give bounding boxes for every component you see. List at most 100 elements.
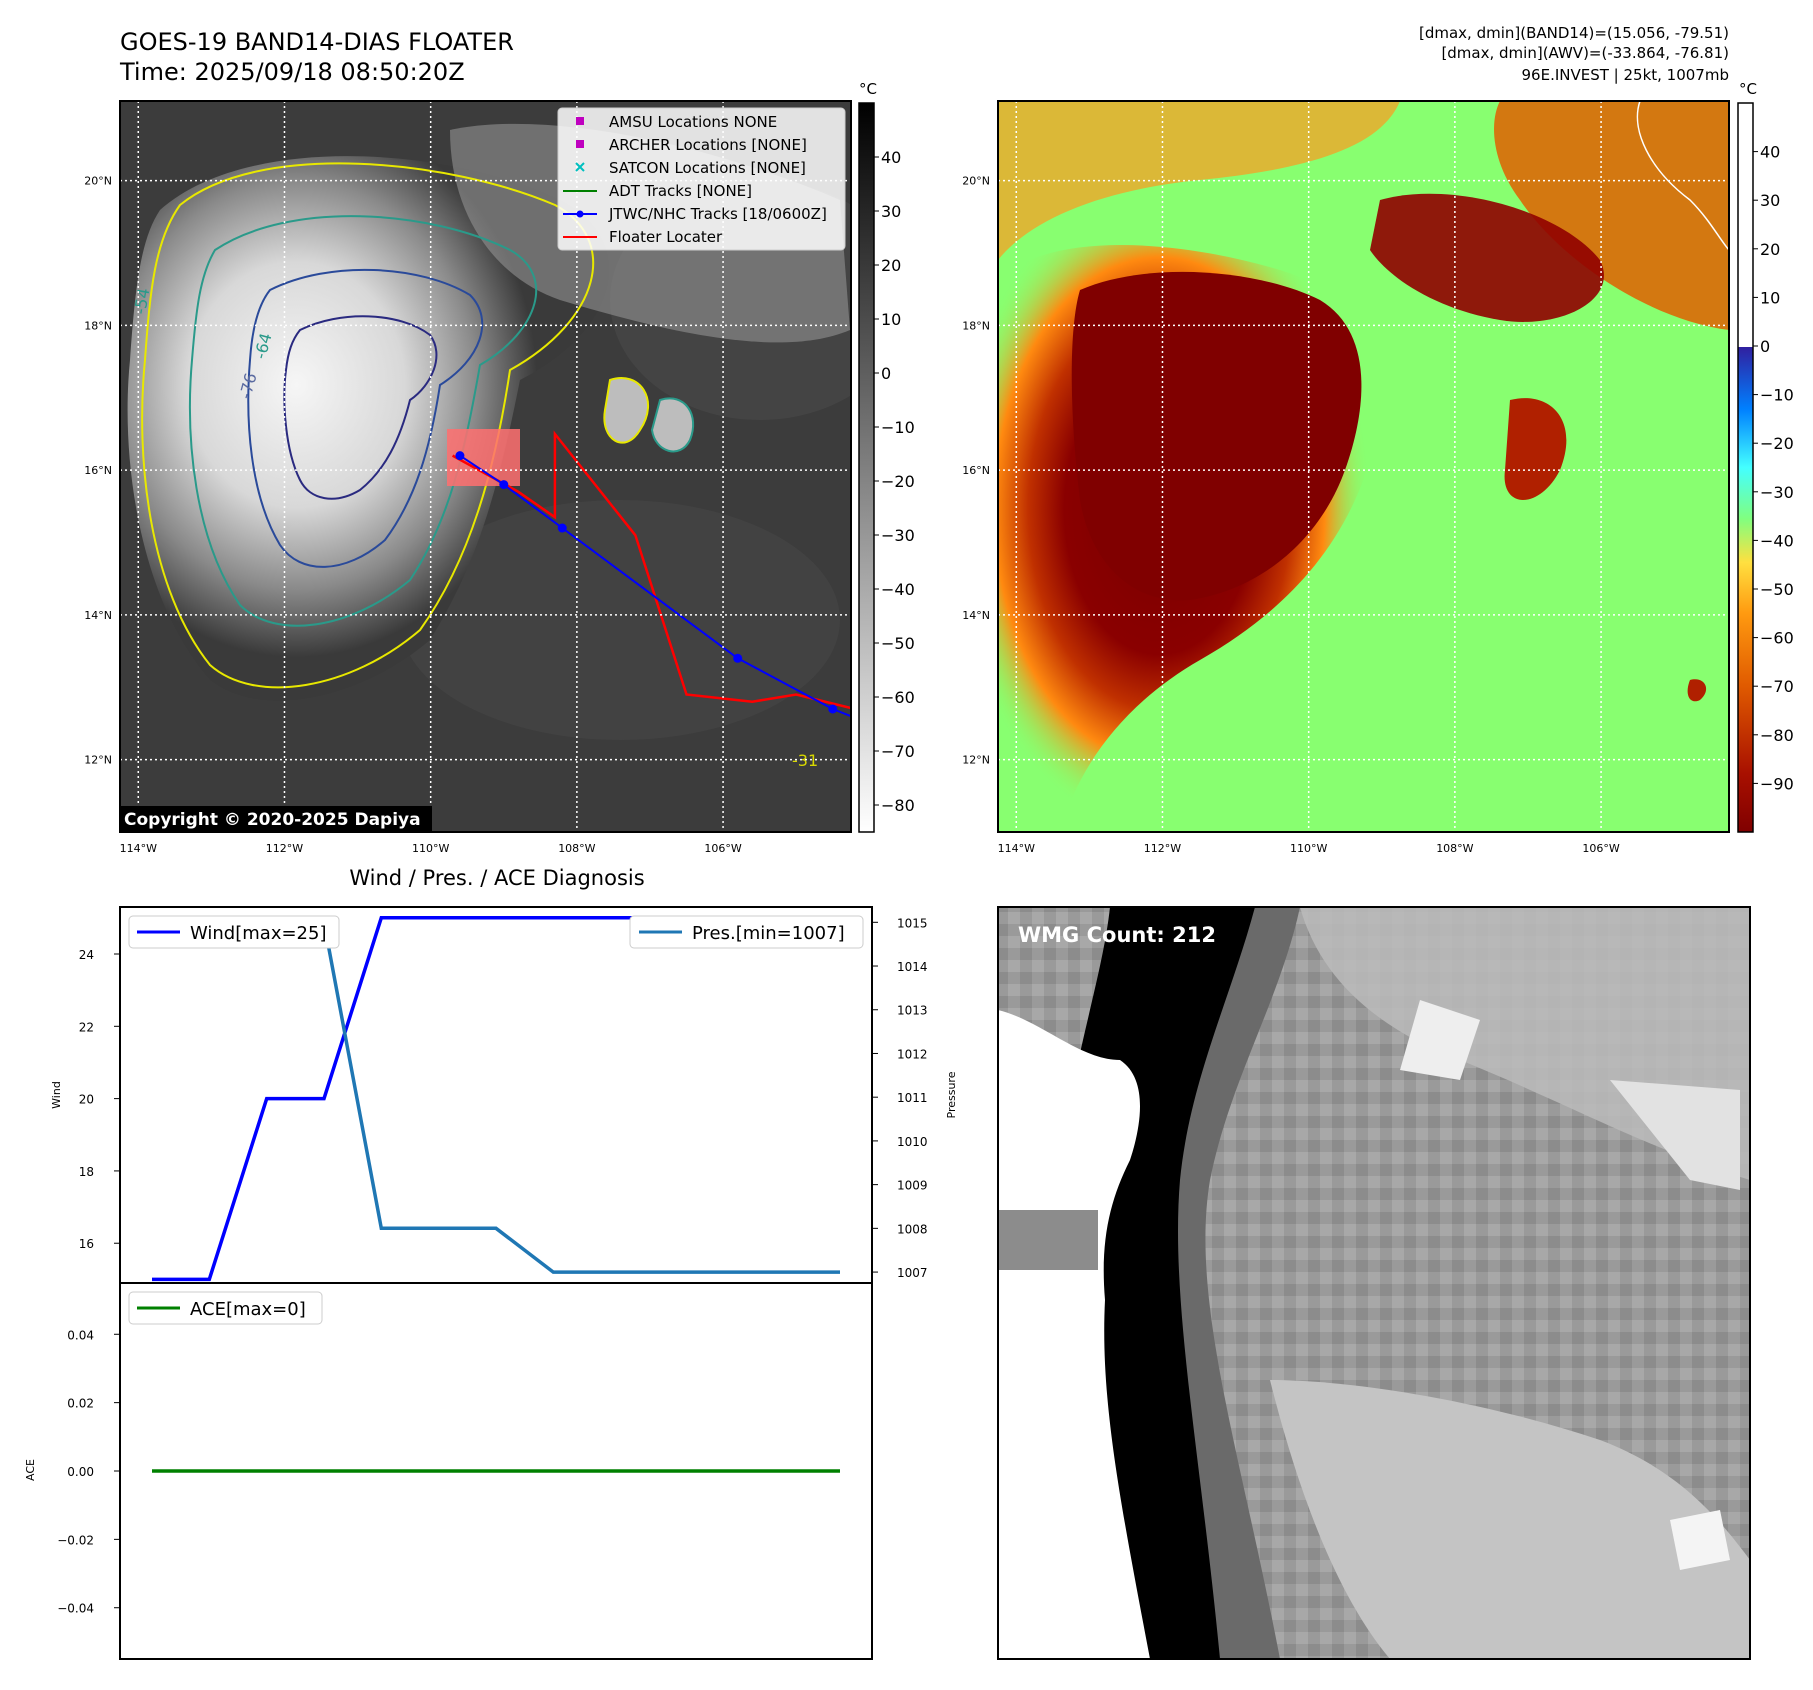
legend-label: ARCHER Locations [NONE] [609,136,807,154]
ace-tick-label: 0.04 [67,1328,94,1342]
colorbar-tick-label: 10 [881,310,901,329]
figure-title: GOES-19 BAND14-DIAS FLOATER [120,28,514,56]
wmg-region [998,1010,1150,1659]
ir-frame [119,100,852,833]
colorbar-tick-label: −20 [1760,434,1794,453]
lat-tick-label: 18°N [962,319,990,332]
lon-tick-label: 112°W [1144,842,1181,855]
colorbar-tick-label: 30 [1760,191,1780,210]
legend-swatch [576,140,584,148]
pressure-tick-label: 1008 [897,1222,928,1236]
ace-chart: 0.04 0.02 0.00 −0.02 −0.04 ACE ACE[max=0] [24,1282,873,1660]
lon-tick-label: 114°W [998,842,1035,855]
coastline [1636,101,1729,251]
colorbar-tick-label: −90 [1760,774,1794,793]
ace-legend-box [128,1291,323,1325]
wmg-cell [1670,1510,1730,1570]
wv-moist-region [998,101,1400,260]
ace-axis-ticks: 0.04 0.02 0.00 −0.02 −0.04 [57,1328,120,1616]
storm-info: 96E.INVEST | 25kt, 1007mb [1522,66,1730,84]
wmg-count: WMG Count: 212 [1018,923,1216,947]
wmg-cell [1610,1080,1740,1190]
jtwc-track-point [733,653,743,663]
ace-legend: ACE[max=0] [128,1291,323,1325]
pressure-tick-label: 1013 [897,1004,928,1018]
legend-swatch [576,117,584,125]
colorbar-tick-label: −80 [1760,726,1794,745]
legend-label: AMSU Locations NONE [609,113,777,131]
ir-storm-cloud [127,156,610,701]
contour-label: -31 [792,751,818,770]
wind-tick-label: 24 [79,948,94,962]
colorbar-tick-label: −50 [1760,580,1794,599]
wmg-frame [997,906,1751,1660]
lon-tick-label: 106°W [704,842,741,855]
map-legend: AMSU Locations NONE ARCHER Locations [NON… [557,107,846,251]
colorbar-tick-label: −60 [1760,629,1794,648]
wv-moist-region [1370,193,1604,322]
lon-tick-label: 114°W [120,842,157,855]
colorbar-tick-label: 40 [881,148,901,167]
jtwc-track-point [828,704,838,714]
copyright-box [120,806,432,832]
ace-legend-label: ACE[max=0] [190,1299,306,1320]
colorbar-tick-label: 40 [1760,143,1780,162]
wind-tick-label: 16 [79,1237,94,1251]
ir-cloud-cell [603,377,650,444]
lat-tick-label: 14°N [84,609,112,622]
wv-moist-cell [1504,398,1567,500]
colorbar-tick-label: −30 [1760,483,1794,502]
wv-colorbar-ticks: 40 30 20 10 0 −10 −20 −30 −40 −50 −60 −70 −80 −90 [1753,143,1794,793]
pressure-legend: Pres.[min=1007] [629,915,864,949]
jtwc-track-point [499,480,509,490]
ir-contour [188,215,537,627]
lon-tick-label: 108°W [558,842,595,855]
colorbar-tick-label: −60 [881,688,915,707]
wmg-region [1270,1380,1750,1659]
ir-colorbar-unit: °C [859,80,877,98]
ace-tick-label: −0.04 [57,1602,94,1616]
legend-box [557,107,846,251]
colorbar-tick-label: 10 [1760,288,1780,307]
ir-colorbar-ramp [858,102,875,833]
pressure-tick-label: 1014 [897,960,928,974]
colorbar-tick-label: −20 [881,472,915,491]
copyright-text: Copyright © 2020-2025 Dapiya [124,810,421,830]
colorbar-tick-label: 0 [881,364,891,383]
colorbar-tick-label: −30 [881,526,915,545]
ir-cloud-band [400,500,840,740]
colorbar-tick-label: −40 [881,580,915,599]
wind-legend-box [128,915,340,949]
lat-tick-label: 20°N [962,175,990,188]
ir-colorbar: °C 40 30 20 10 0 −10 −20 −30 −40 −50 −60 −70 −80 [858,80,915,833]
wind-plot-frame [119,906,873,1284]
ace-axis-label: ACE [24,1459,37,1481]
lat-tick-label: 16°N [962,464,990,477]
legend-items: AMSU Locations NONE ARCHER Locations [NON… [563,113,827,246]
ace-tick-label: 0.02 [67,1397,94,1411]
ir-contour [141,162,595,689]
pressure-axis-ticks: 1007 1008 1009 1010 1011 1012 1013 1014 1015 [872,916,928,1280]
pressure-tick-label: 1015 [897,916,928,930]
colorbar-tick-label: 20 [1760,240,1780,259]
awv-stats: [dmax, dmin](AWV)=(-33.864, -76.81) [1441,44,1729,62]
chart-title: Wind / Pres. / ACE Diagnosis [349,866,644,890]
wind-tick-label: 22 [79,1020,94,1034]
wv-colorbar-unit: °C [1739,80,1757,98]
pressure-tick-label: 1007 [897,1266,928,1280]
ir-axis-ticks: 114°W 112°W 110°W 108°W 106°W 20°N 18°N 16°N 14°… [84,175,742,855]
colorbar-tick-label: −40 [1760,531,1794,550]
pressure-axis-label: Pressure [945,1071,958,1118]
legend-label: ADT Tracks [NONE] [609,182,752,200]
ir-contour [247,268,484,568]
lon-tick-label: 106°W [1582,842,1619,855]
legend-label: Floater Locater [609,228,723,246]
ir-contour [283,315,438,500]
wind-pressure-chart: Wind / Pres. / ACE Diagnosis 1618202224 … [50,866,958,1284]
lat-tick-label: 18°N [84,319,112,332]
wv-moist-region [1494,101,1729,330]
pressure-legend-label: Pres.[min=1007] [692,923,845,944]
pressure-tick-label: 1011 [897,1091,928,1105]
wv-axis-ticks: 114°W 112°W 110°W 108°W 106°W 20°N 18°N 16°N 14°… [962,175,1620,855]
